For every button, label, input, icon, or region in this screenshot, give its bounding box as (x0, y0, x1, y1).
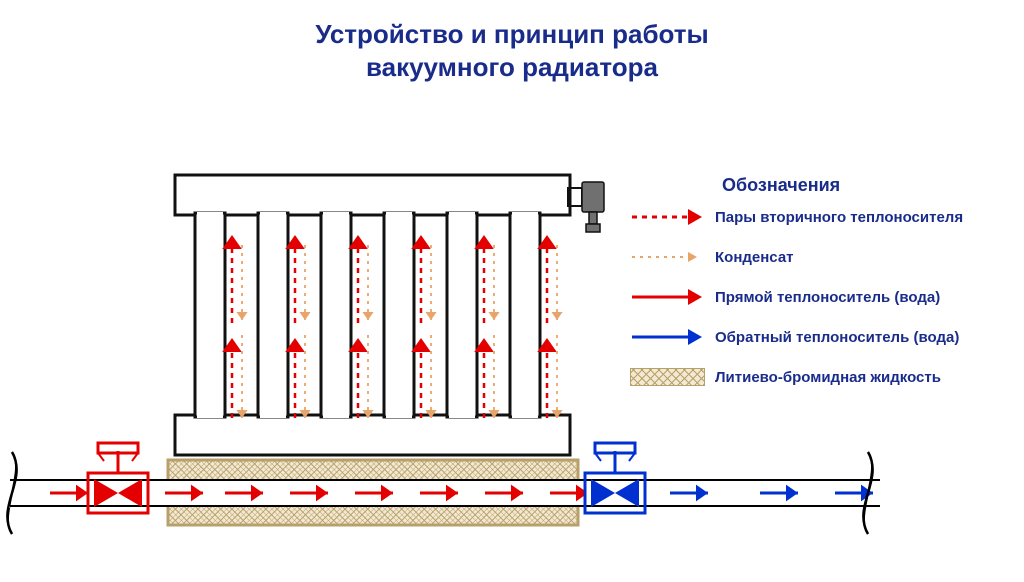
radiator-fin (195, 213, 225, 417)
radiator-fin (384, 213, 414, 417)
radiator-fin (258, 213, 288, 417)
arrow (551, 245, 562, 320)
radiator-fin (447, 213, 477, 417)
arrow (425, 245, 436, 320)
radiator-diagram (0, 0, 1024, 582)
radiator-header (175, 175, 570, 215)
sensor-icon (568, 182, 604, 232)
radiator-footer (175, 415, 570, 455)
arrow (299, 245, 310, 320)
radiator-fin (321, 213, 351, 417)
radiator-fin (510, 213, 540, 417)
arrow (236, 245, 247, 320)
arrow (362, 245, 373, 320)
arrow (488, 245, 499, 320)
